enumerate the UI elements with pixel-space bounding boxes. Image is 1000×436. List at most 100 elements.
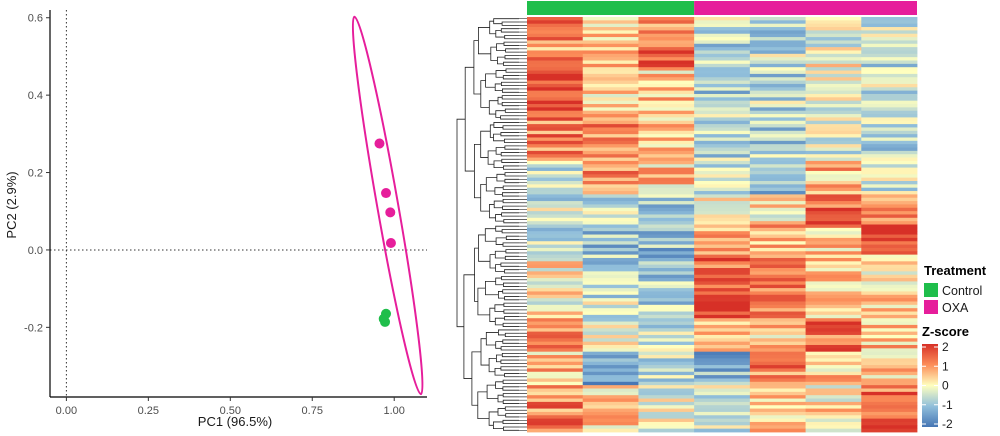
heatmap-cell-r73-c5 [749, 257, 806, 262]
heatmap-cell-r115-c3 [638, 398, 695, 403]
heatmap-cell-r115-c6 [805, 398, 862, 403]
heatmap-cell-r60-c7 [861, 214, 918, 219]
heatmap-cell-r102-c3 [638, 355, 695, 359]
heatmap-cell-r57-c2 [582, 204, 639, 209]
heatmap-cell-r89-c6 [805, 311, 862, 316]
heatmap-cell-r47-c2 [582, 170, 639, 175]
heatmap-cell-r79-c3 [638, 278, 695, 282]
zscore-tick-label-3: -1 [942, 398, 953, 412]
reference-lines [50, 10, 427, 397]
heatmap-cell-r68-c4 [694, 241, 751, 245]
heatmap-cell-r39-c1 [527, 144, 584, 148]
heatmap-cell-r102-c7 [861, 355, 918, 359]
heatmap-cell-r121-c2 [582, 418, 639, 423]
heatmap-cell-r24-c2 [582, 93, 639, 98]
heatmap-cell-r49-c1 [527, 177, 584, 182]
heatmap-cell-r42-c2 [582, 154, 639, 158]
heatmap-cell-r3-c1 [527, 23, 584, 28]
heatmap-cell-r34-c4 [694, 127, 751, 132]
heatmap-cell-r87-c5 [749, 304, 806, 309]
heatmap-cell-r67-c7 [861, 237, 918, 242]
heatmap-cell-r107-c1 [527, 371, 584, 376]
heatmap-cell-r54-c2 [582, 194, 639, 199]
heatmap-cell-r71-c1 [527, 251, 584, 256]
heatmap-cell-r77-c4 [694, 271, 751, 276]
x-axis-ticks: 0.00 0.25 0.50 0.75 1.00 [56, 397, 405, 417]
heatmap-cell-r30-c3 [638, 114, 695, 118]
heatmap-cell-r34-c3 [638, 127, 695, 132]
heatmap-cell-r35-c1 [527, 130, 584, 135]
heatmap-cell-r28-c4 [694, 107, 751, 112]
heatmap-cell-r28-c2 [582, 107, 639, 112]
heatmap-cell-r36-c5 [749, 134, 806, 138]
heatmap-cell-r23-c6 [805, 90, 862, 95]
zscore-tick-label-0: 2 [942, 340, 949, 354]
heatmap-cell-r42-c1 [527, 154, 584, 158]
heatmap-cell-r103-c6 [805, 358, 862, 363]
heatmap-cell-r84-c2 [582, 294, 639, 299]
heatmap-cell-r117-c5 [749, 405, 806, 409]
heatmap-cell-r56-c7 [861, 201, 918, 205]
heatmap-cell-r88-c4 [694, 308, 751, 312]
heatmap-cell-r47-c5 [749, 170, 806, 175]
heatmap-cell-r90-c2 [582, 314, 639, 319]
heatmap-cell-r103-c3 [638, 358, 695, 363]
heatmap-cell-r13-c3 [638, 57, 695, 61]
heatmap-cell-r60-c5 [749, 214, 806, 219]
x-tick-label-1: 0.25 [138, 405, 159, 417]
heatmap-cell-r20-c6 [805, 80, 862, 85]
dendrogram-branches [456, 18, 519, 431]
heatmap-cell-r37-c7 [861, 137, 918, 142]
heatmap-cell-r90-c3 [638, 314, 695, 319]
heatmap-cell-r80-c6 [805, 281, 862, 286]
heatmap-cell-r105-c3 [638, 365, 695, 369]
heatmap-cell-r103-c4 [694, 358, 751, 363]
heatmap-cell-r82-c6 [805, 288, 862, 292]
heatmap-cell-r119-c5 [749, 411, 806, 416]
heatmap-cell-r1-c2 [582, 17, 639, 21]
point-oxa-2 [381, 188, 392, 199]
heatmap-cell-r17-c7 [861, 70, 918, 75]
heatmap-cell-r42-c5 [749, 154, 806, 158]
heatmap-cell-r96-c3 [638, 334, 695, 339]
heatmap-cell-r46-c7 [861, 167, 918, 172]
heatmap-cell-r9-c4 [694, 43, 751, 48]
heatmap-cell-r4-c7 [861, 27, 918, 31]
heatmap-cell-r9-c6 [805, 43, 862, 48]
heatmap-cell-r93-c4 [694, 324, 751, 329]
heatmap-cell-r55-c6 [805, 197, 862, 202]
heatmap-cell-r81-c3 [638, 284, 695, 289]
heatmap-cell-r6-c6 [805, 33, 862, 38]
heatmap-cell-r13-c1 [527, 57, 584, 61]
heatmap-cell-r29-c4 [694, 110, 751, 115]
heatmap-cell-r20-c3 [638, 80, 695, 85]
heatmap-cell-r88-c6 [805, 308, 862, 312]
heatmap-cell-r108-c2 [582, 375, 639, 379]
heatmap-cell-r31-c3 [638, 117, 695, 122]
heatmap-cell-r33-c5 [749, 124, 806, 128]
heatmap-cell-r49-c3 [638, 177, 695, 182]
confidence-ellipses [351, 15, 424, 396]
heatmap-cell-r123-c1 [527, 425, 584, 430]
heatmap-cell-r97-c6 [805, 338, 862, 343]
heatmap-cell-r75-c6 [805, 264, 862, 269]
heatmap-cell-r95-c1 [527, 331, 584, 336]
heatmap-cell-r100-c6 [805, 348, 862, 353]
heatmap-cell-r53-c2 [582, 191, 639, 195]
heatmap-cell-r50-c7 [861, 180, 918, 185]
heatmap-cell-r59-c7 [861, 211, 918, 215]
heatmap-cell-r94-c7 [861, 328, 918, 332]
heatmap-cell-r95-c3 [638, 331, 695, 336]
heatmap-cell-r41-c7 [861, 150, 918, 155]
heatmap-cell-r107-c3 [638, 371, 695, 376]
heatmap-cell-r43-c4 [694, 157, 751, 162]
heatmap-cell-r34-c1 [527, 127, 584, 132]
heatmap-cell-r5-c5 [749, 30, 806, 35]
heatmap-cell-r99-c1 [527, 344, 584, 349]
heatmap-cell-r64-c1 [527, 227, 584, 232]
heatmap-cell-r24-c3 [638, 93, 695, 98]
heatmap-cell-r91-c7 [861, 318, 918, 322]
heatmap-cell-r3-c3 [638, 23, 695, 28]
heatmap-cell-r38-c5 [749, 140, 806, 145]
heatmap-cell-r6-c5 [749, 33, 806, 38]
